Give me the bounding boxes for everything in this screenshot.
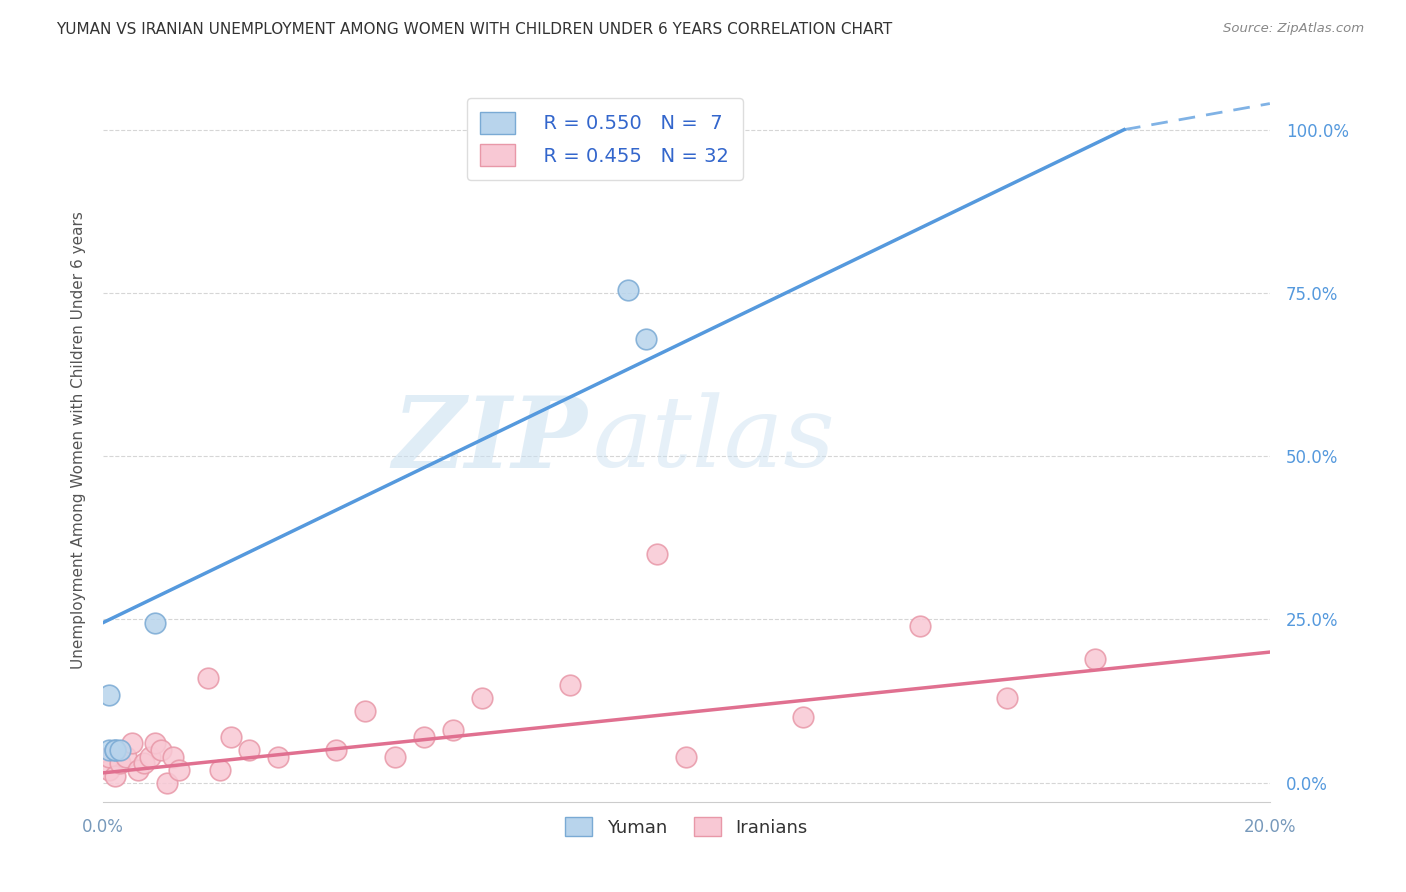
Point bbox=[103, 743, 125, 757]
Point bbox=[208, 763, 231, 777]
Point bbox=[908, 619, 931, 633]
Point bbox=[97, 688, 120, 702]
Point bbox=[110, 743, 132, 757]
Point bbox=[110, 756, 132, 770]
Text: YUMAN VS IRANIAN UNEMPLOYMENT AMONG WOMEN WITH CHILDREN UNDER 6 YEARS CORRELATIO: YUMAN VS IRANIAN UNEMPLOYMENT AMONG WOME… bbox=[56, 22, 893, 37]
Point bbox=[1084, 651, 1107, 665]
Point bbox=[197, 671, 219, 685]
Point bbox=[634, 332, 657, 346]
Point bbox=[103, 743, 125, 757]
Point bbox=[238, 743, 260, 757]
Y-axis label: Unemployment Among Women with Children Under 6 years: Unemployment Among Women with Children U… bbox=[72, 211, 86, 669]
Point bbox=[97, 743, 120, 757]
Point bbox=[558, 678, 581, 692]
Point bbox=[617, 283, 640, 297]
Point bbox=[384, 749, 406, 764]
Point bbox=[138, 749, 160, 764]
Point bbox=[995, 690, 1018, 705]
Text: Source: ZipAtlas.com: Source: ZipAtlas.com bbox=[1223, 22, 1364, 36]
Point bbox=[471, 690, 494, 705]
Point bbox=[97, 749, 120, 764]
Point bbox=[132, 756, 155, 770]
Point bbox=[792, 710, 814, 724]
Legend: Yuman, Iranians: Yuman, Iranians bbox=[558, 810, 815, 844]
Point bbox=[121, 737, 143, 751]
Point bbox=[103, 769, 125, 783]
Point bbox=[354, 704, 377, 718]
Point bbox=[617, 142, 640, 156]
Point bbox=[167, 763, 190, 777]
Text: atlas: atlas bbox=[593, 392, 835, 488]
Point bbox=[645, 547, 668, 561]
Point bbox=[145, 615, 167, 630]
Point bbox=[219, 730, 242, 744]
Point bbox=[412, 730, 434, 744]
Point bbox=[145, 737, 167, 751]
Point bbox=[156, 775, 179, 789]
Point bbox=[325, 743, 347, 757]
Point bbox=[150, 743, 173, 757]
Point bbox=[97, 763, 120, 777]
Point bbox=[675, 749, 697, 764]
Text: ZIP: ZIP bbox=[392, 392, 588, 488]
Point bbox=[162, 749, 184, 764]
Point bbox=[127, 763, 149, 777]
Point bbox=[267, 749, 290, 764]
Point bbox=[441, 723, 464, 738]
Point bbox=[115, 749, 138, 764]
